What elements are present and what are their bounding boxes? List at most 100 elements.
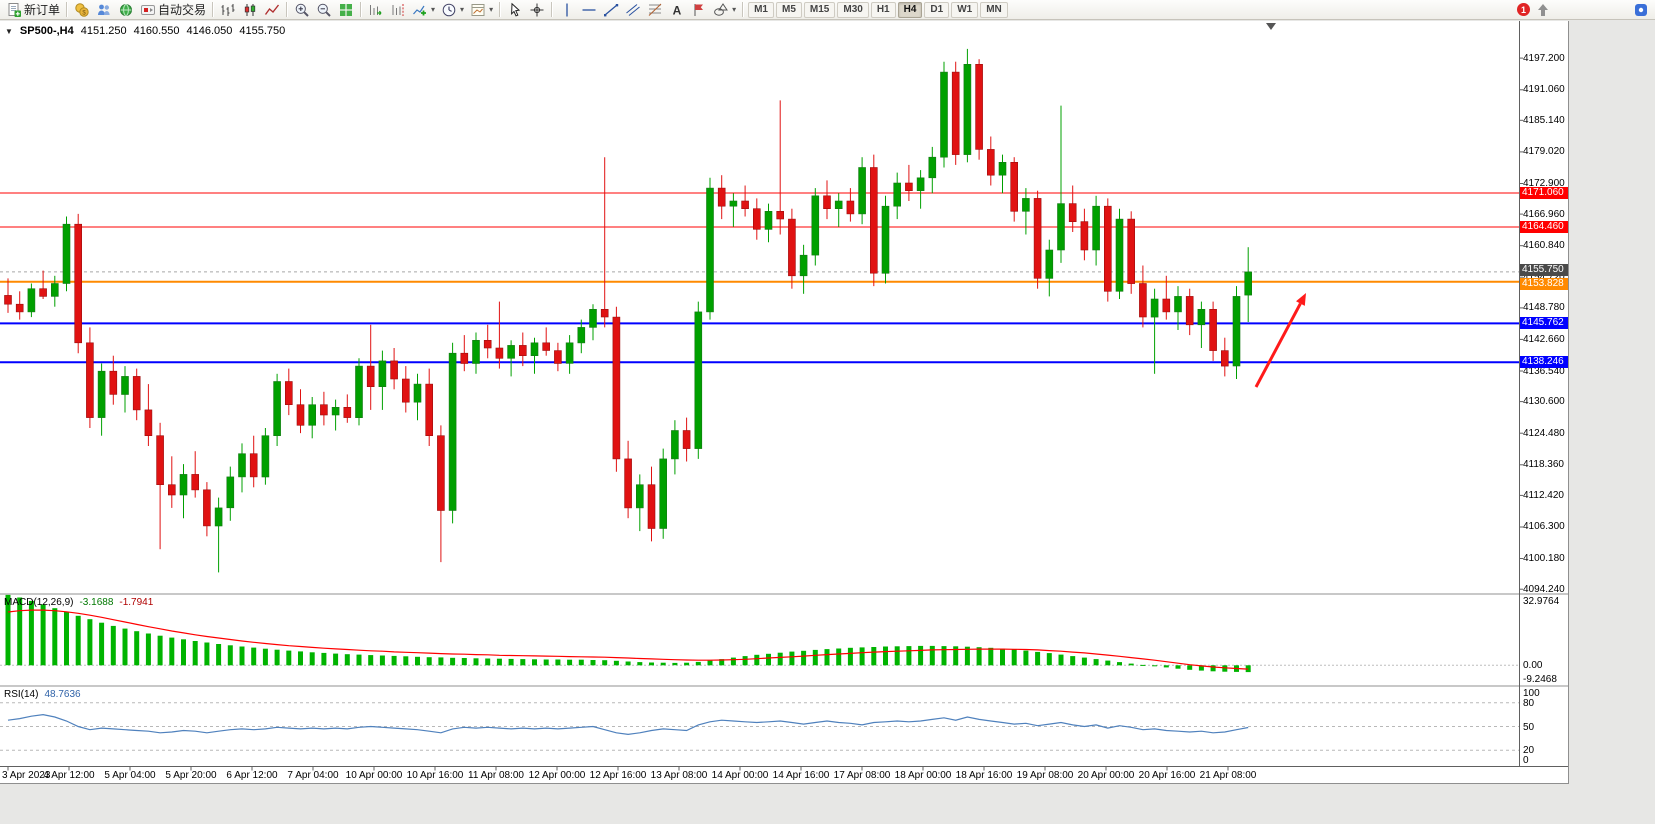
rsi-value: 48.7636 [44, 689, 81, 700]
autoscroll-icon [370, 4, 382, 15]
time-axis-label: 10 Apr 16:00 [406, 770, 464, 781]
uparrow-icon [1538, 3, 1548, 16]
fibonacci-button[interactable] [644, 0, 666, 20]
tile-windows-button[interactable] [335, 0, 357, 20]
vertical-line-button[interactable] [556, 0, 578, 20]
chart-overlays: 4197.200 4191.060 4185.140 4179.020 4172.900… [0, 21, 1568, 783]
price-scale-label: 4100.180 [1523, 553, 1565, 564]
price-scale-label: 4118.360 [1523, 459, 1564, 470]
community-button[interactable] [1630, 0, 1652, 20]
price-scale-label: 4160.840 [1523, 240, 1565, 251]
templates-button[interactable]: ▾ [467, 0, 496, 20]
chart-shift-button[interactable] [387, 0, 409, 20]
trend-arrow-annotation[interactable] [1254, 293, 1306, 388]
vline-icon [566, 3, 568, 16]
chart-title-close: 4155.750 [239, 25, 286, 37]
zoom-out-button[interactable] [313, 0, 335, 20]
cursor-icon [511, 2, 521, 17]
one-click-trading-toggle-icon[interactable]: ▼ [5, 26, 13, 36]
timeframe-m30-button[interactable]: M30 [837, 1, 869, 18]
horizontal-line-button[interactable] [578, 0, 600, 20]
toolbar-divider [551, 2, 554, 17]
dropdown-caret-icon: ▾ [732, 5, 737, 14]
price-scale-label: 4154.720 [1523, 272, 1565, 283]
time-axis-label: 6 Apr 12:00 [226, 770, 278, 781]
candlestick-series[interactable] [4, 48, 1252, 573]
candlestick-chart-button[interactable] [239, 0, 261, 20]
price-scale-label: 4106.300 [1523, 521, 1565, 532]
timeframe-mn-button[interactable]: MN [980, 1, 1008, 18]
crosshair-button[interactable] [526, 0, 548, 20]
rsi-indicator[interactable] [0, 702, 1519, 751]
panel-separators[interactable] [0, 593, 1568, 767]
bar-chart-button[interactable] [217, 0, 239, 20]
price-scale-label: 4166.960 [1523, 209, 1565, 220]
time-axis-label: 7 Apr 04:00 [287, 770, 339, 781]
price-level-tag: 4153.828 [1520, 278, 1568, 290]
price-scale-label: 4124.480 [1523, 428, 1565, 439]
hline-icon [582, 8, 596, 11]
timeframe-h1-button[interactable]: H1 [870, 1, 896, 18]
time-axis-label: 18 Apr 00:00 [894, 770, 952, 781]
globe-icon [120, 3, 133, 16]
timeframe-h4-button[interactable]: H4 [897, 1, 923, 18]
rsi-name: RSI(14) [4, 689, 39, 700]
macd-indicator[interactable] [0, 594, 1519, 673]
text-button[interactable]: A [666, 0, 688, 20]
horizontal-level-lines[interactable] [0, 192, 1519, 364]
time-axis-label: 10 Apr 00:00 [345, 770, 403, 781]
textA-icon: A [673, 3, 682, 17]
news-button[interactable] [1532, 0, 1554, 20]
time-axis-label: 20 Apr 00:00 [1077, 770, 1135, 781]
candles-icon [244, 3, 256, 16]
time-axis-label: 13 Apr 08:00 [650, 770, 708, 781]
indicators-button[interactable]: ▾ [409, 0, 438, 20]
macd-scale-min-label: -9.2468 [1523, 674, 1557, 685]
toolbar-divider [66, 2, 69, 17]
rsi-scale-label: 50 [1523, 722, 1535, 733]
chart-title: ▼ SP500-,H4 4151.250 4160.550 4146.050 4… [5, 25, 285, 37]
shapes-button[interactable]: ▾ [710, 0, 739, 20]
chart-canvas[interactable] [0, 21, 1568, 783]
navigator-button[interactable] [115, 0, 137, 20]
channel-button[interactable] [622, 0, 644, 20]
dropdown-caret-icon: ▾ [431, 5, 436, 14]
rsi-scale-label: 80 [1523, 698, 1535, 709]
trendline-button[interactable] [600, 0, 622, 20]
price-scale-label: 4185.140 [1523, 115, 1565, 126]
price-scale-label: 4191.060 [1523, 84, 1565, 95]
cursor-button[interactable] [504, 0, 526, 20]
autotrading-button[interactable]: 自动交易 [137, 0, 209, 20]
macd-scale-max-label: 32.9764 [1523, 596, 1560, 607]
market-watch-button[interactable]: $ [71, 0, 93, 20]
macd-signal-value: -1.7941 [119, 597, 154, 608]
line-chart-button[interactable] [261, 0, 283, 20]
time-axis-label: 12 Apr 00:00 [528, 770, 586, 781]
price-scale-label: 4142.660 [1523, 334, 1565, 345]
notifications-badge[interactable]: 1 [1517, 3, 1530, 16]
label-icon [694, 3, 704, 16]
add-indicator-icon [413, 5, 427, 15]
chart-window: ▼ SP500-,H4 4151.250 4160.550 4146.050 4… [0, 21, 1569, 784]
timeframe-m15-button[interactable]: M15 [803, 1, 836, 18]
new-order-icon [8, 2, 21, 17]
data-window-button[interactable] [93, 0, 115, 20]
zoom-in-button[interactable] [291, 0, 313, 20]
chart-title-symbol: SP500-,H4 [19, 25, 74, 37]
chart-shift-marker-icon[interactable] [1266, 23, 1276, 30]
new-order-button[interactable]: 新订单 [3, 0, 63, 20]
timeframe-m5-button[interactable]: M5 [776, 1, 802, 18]
timeframe-w1-button[interactable]: W1 [951, 1, 979, 18]
time-axis-label: 5 Apr 20:00 [165, 770, 217, 781]
persons-icon [98, 4, 110, 15]
tiles-icon [340, 3, 353, 16]
text-label-button[interactable] [688, 0, 710, 20]
time-axis-label: 12 Apr 16:00 [589, 770, 647, 781]
periods-button[interactable]: ▾ [438, 0, 467, 20]
auto-scroll-button[interactable] [365, 0, 387, 20]
timeframe-d1-button[interactable]: D1 [924, 1, 950, 18]
timeframe-m1-button[interactable]: M1 [748, 1, 774, 18]
chart-title-high: 4160.550 [133, 25, 180, 37]
price-scale-axis[interactable] [1519, 21, 1524, 767]
time-axis-label: 19 Apr 08:00 [1016, 770, 1074, 781]
